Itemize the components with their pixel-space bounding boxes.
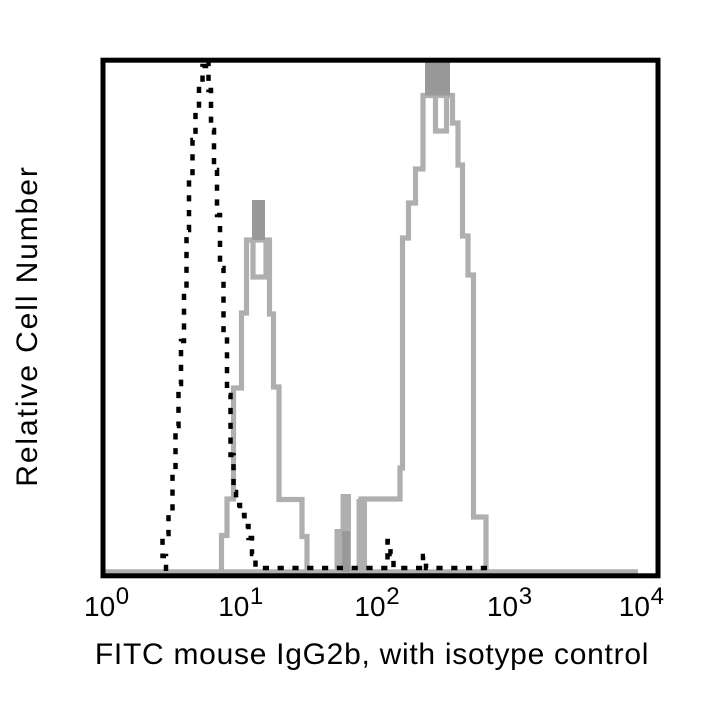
svg-text:10: 10 (619, 591, 650, 622)
svg-text:2: 2 (386, 583, 399, 610)
svg-text:FITC mouse IgG2b, with isotype: FITC mouse IgG2b, with isotype control (95, 638, 649, 671)
svg-text:10: 10 (354, 591, 385, 622)
svg-text:Relative Cell Number: Relative Cell Number (11, 165, 44, 486)
svg-text:10: 10 (487, 591, 518, 622)
svg-text:3: 3 (519, 583, 532, 610)
svg-text:10: 10 (84, 591, 115, 622)
svg-text:4: 4 (651, 583, 664, 610)
svg-text:10: 10 (218, 591, 249, 622)
svg-text:0: 0 (116, 583, 129, 610)
svg-text:1: 1 (250, 583, 263, 610)
